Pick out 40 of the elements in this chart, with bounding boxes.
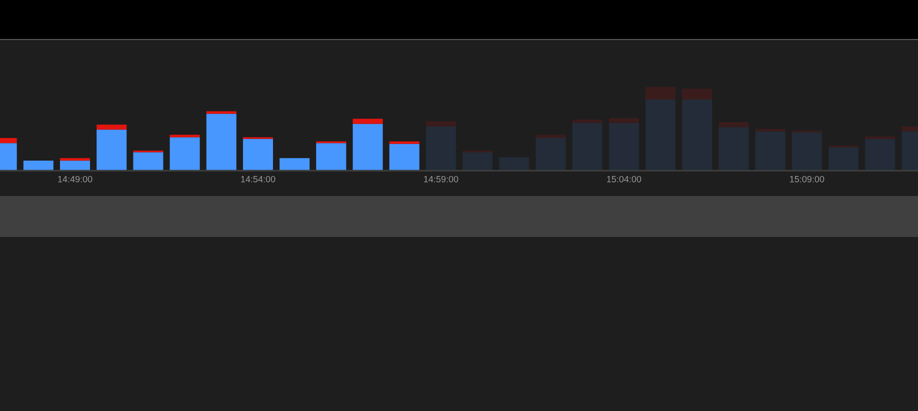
x-tick-label: 14:49:00 — [58, 176, 92, 182]
bar — [608, 118, 639, 123]
x-tick-label: 15:09:00 — [790, 176, 824, 182]
bar — [206, 114, 236, 171]
bar — [865, 138, 896, 171]
bar — [133, 152, 164, 171]
bar — [608, 122, 639, 171]
bar — [242, 138, 273, 171]
bar — [499, 157, 530, 171]
bar — [389, 141, 420, 144]
bar — [170, 137, 200, 171]
bar — [96, 130, 127, 171]
bar — [280, 158, 310, 171]
bar — [682, 100, 712, 171]
bar — [389, 144, 420, 171]
bar — [718, 127, 749, 171]
bar — [718, 122, 749, 128]
bar — [462, 152, 493, 171]
bar — [646, 100, 676, 171]
bar — [170, 134, 200, 138]
bar — [682, 88, 712, 100]
bar — [352, 118, 383, 124]
bar — [755, 131, 786, 171]
bar — [352, 124, 383, 171]
bar — [646, 87, 676, 100]
bar — [96, 124, 127, 130]
x-tick-label: 14:54:00 — [241, 176, 276, 182]
bar — [426, 126, 456, 171]
x-tick-label: 14:59:00 — [424, 176, 458, 182]
bar — [206, 111, 236, 114]
bar — [792, 132, 822, 171]
bar — [316, 143, 346, 171]
x-tick-label: 15:04:00 — [607, 176, 642, 182]
bar — [60, 160, 90, 171]
bar — [60, 158, 90, 161]
bar — [536, 138, 566, 171]
bar — [828, 147, 858, 171]
bar — [572, 122, 602, 171]
bar — [426, 121, 456, 126]
bar — [23, 160, 54, 171]
